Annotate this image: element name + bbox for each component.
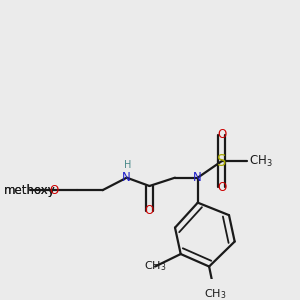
Text: CH$_3$: CH$_3$ (249, 154, 273, 169)
Text: O: O (217, 181, 226, 194)
Text: CH$_3$: CH$_3$ (144, 260, 167, 273)
Text: O: O (217, 128, 226, 141)
Text: CH$_3$: CH$_3$ (203, 287, 226, 300)
Text: N: N (194, 171, 202, 184)
Text: S: S (217, 154, 226, 169)
Text: methoxy: methoxy (4, 184, 56, 197)
Text: O: O (50, 184, 59, 197)
Text: methoxy: methoxy (4, 184, 56, 197)
Text: N: N (122, 171, 131, 184)
Text: H: H (124, 160, 132, 170)
Text: O: O (145, 205, 154, 218)
